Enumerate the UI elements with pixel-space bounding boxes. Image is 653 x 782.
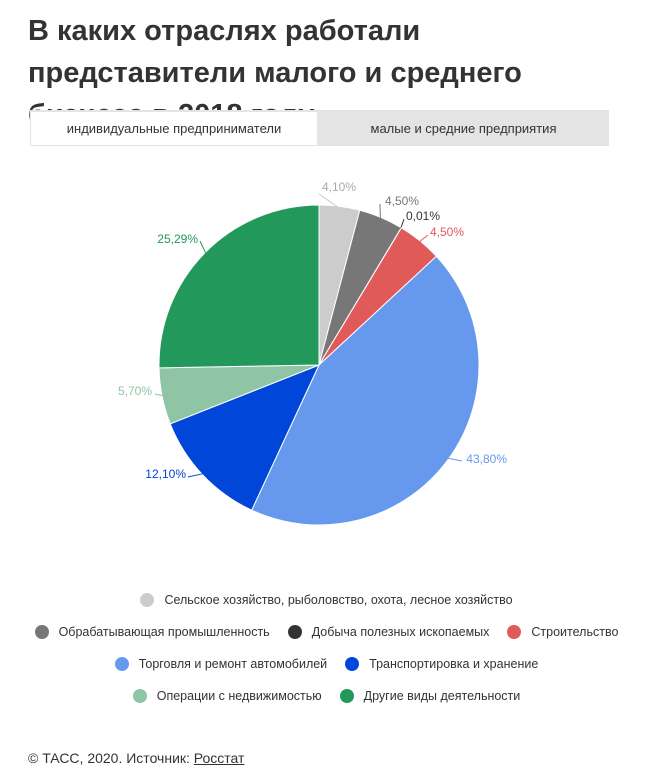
data-label: 12,10% xyxy=(145,467,186,481)
legend-row: Торговля и ремонт автомобилей Транспортир… xyxy=(0,648,653,680)
footer-copyright: © ТАСС, 2020. Источник: xyxy=(28,750,194,766)
data-label: 25,29% xyxy=(157,232,198,246)
legend-item[interactable]: Другие виды деятельности xyxy=(339,689,521,703)
legend-label: Другие виды деятельности xyxy=(363,689,521,703)
legend-swatch xyxy=(287,625,302,639)
legend-item[interactable]: Транспортировка и хранение xyxy=(345,657,538,671)
legend-swatch xyxy=(140,593,155,607)
legend-label: Транспортировка и хранение xyxy=(369,657,539,671)
tab-individual-entrepreneurs[interactable]: индивидуальные предприниматели xyxy=(30,110,318,146)
legend-swatch xyxy=(345,657,360,671)
leader-line xyxy=(187,472,205,478)
data-label: 5,70% xyxy=(118,384,152,398)
data-label: 4,10% xyxy=(322,180,356,194)
tab-small-medium-enterprises[interactable]: малые и средние предприятия xyxy=(370,120,557,136)
pie-chart: 4,10%4,50%0,01%4,50%43,80%12,10%5,70%25,… xyxy=(118,180,507,526)
data-label: 4,50% xyxy=(430,225,464,239)
pie-slice[interactable] xyxy=(251,255,480,526)
legend-swatch xyxy=(339,689,354,703)
footer: © ТАСС, 2020. Источник: Росстат xyxy=(28,750,244,766)
data-label: 4,50% xyxy=(385,194,419,208)
legend-item[interactable]: Добыча полезных ископаемых xyxy=(287,625,490,639)
legend-label: Обрабатывающая промышленность xyxy=(58,625,270,639)
leader-line xyxy=(199,240,207,255)
pie-slice[interactable] xyxy=(158,204,320,369)
leader-line xyxy=(446,457,463,462)
legend-item[interactable]: Торговля и ремонт автомобилей xyxy=(114,657,328,671)
legend-row: Сельское хозяйство, рыболовство, охота, … xyxy=(0,584,653,616)
legend-row: Операции с недвижимостью Другие виды деят… xyxy=(0,680,653,712)
data-label: 43,80% xyxy=(466,452,507,466)
legend-item[interactable]: Операции с недвижимостью xyxy=(132,689,322,703)
legend-label: Строительство xyxy=(531,625,619,639)
legend-label: Сельское хозяйство, рыболовство, охота, … xyxy=(164,593,513,607)
legend-label: Операции с недвижимостью xyxy=(156,689,322,703)
source-link[interactable]: Росстат xyxy=(193,750,245,766)
data-label: 0,01% xyxy=(406,209,440,223)
pie-slice[interactable] xyxy=(169,364,320,511)
tab-bar: индивидуальные предприниматели малые и с… xyxy=(30,110,609,146)
leader-line xyxy=(418,234,429,243)
legend-swatch xyxy=(114,657,129,671)
chart-legend: Сельское хозяйство, рыболовство, охота, … xyxy=(0,584,653,712)
legend-item[interactable]: Строительство xyxy=(507,625,618,639)
leader-line xyxy=(318,193,340,209)
legend-swatch xyxy=(132,689,147,703)
legend-label: Добыча полезных ископаемых xyxy=(311,625,490,639)
legend-swatch xyxy=(34,625,49,639)
legend-item[interactable]: Сельское хозяйство, рыболовство, охота, … xyxy=(140,593,513,607)
legend-label: Торговля и ремонт автомобилей xyxy=(138,657,328,671)
legend-item[interactable]: Обрабатывающая промышленность xyxy=(34,625,270,639)
legend-row: Обрабатывающая промышленность Добыча поле… xyxy=(0,616,653,648)
leader-line xyxy=(154,393,165,397)
legend-swatch xyxy=(507,625,522,639)
